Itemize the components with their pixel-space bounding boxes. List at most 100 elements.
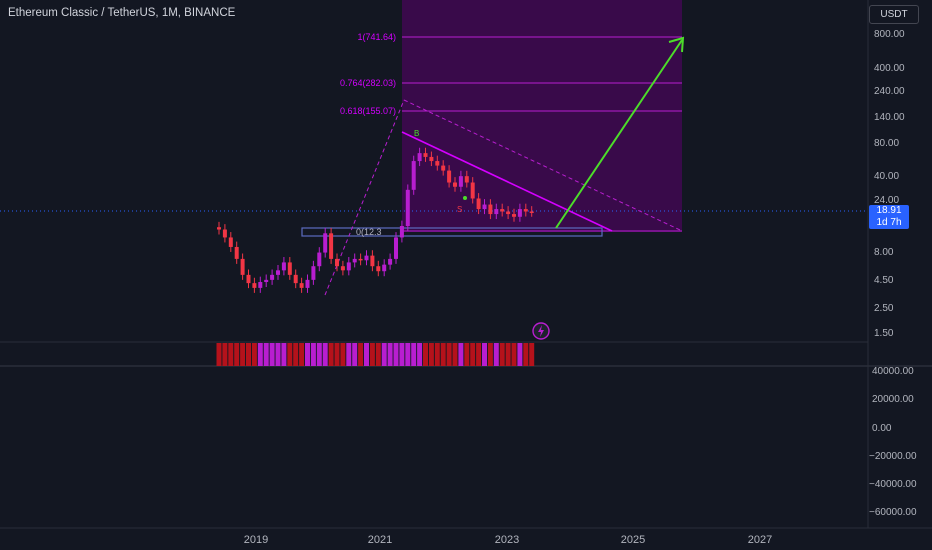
volume-bar — [417, 343, 423, 366]
marker-b: B — [414, 129, 419, 138]
volume-bar — [293, 343, 299, 366]
candle — [506, 211, 511, 215]
volume-scale[interactable]: 40000.00 20000.00 0.00 −20000.00 −40000.… — [869, 366, 917, 518]
volume-bar — [464, 343, 470, 366]
volume-bar — [228, 343, 234, 366]
volume-bar — [340, 343, 346, 366]
candle — [458, 176, 463, 187]
symbol-title[interactable]: Ethereum Classic / TetherUS, 1M, BINANCE — [8, 7, 236, 19]
volume-bar — [470, 343, 476, 366]
candle — [423, 153, 428, 157]
volume-bar — [517, 343, 523, 366]
candle — [311, 266, 316, 280]
last-price-value: 18.91 — [876, 205, 902, 216]
volume-tick: 40000.00 — [872, 366, 914, 377]
candle — [529, 211, 534, 214]
fib-label-0: 0(12.3 — [356, 227, 382, 237]
volume-bar — [434, 343, 440, 366]
volume-bar — [246, 343, 251, 366]
candle — [370, 255, 375, 267]
candle — [276, 270, 280, 275]
candle — [317, 252, 322, 267]
candle — [441, 165, 446, 171]
candle — [500, 209, 505, 212]
volume-bar — [440, 343, 446, 366]
price-tick: 4.50 — [874, 275, 894, 286]
volume-tick: −60000.00 — [869, 507, 917, 518]
candle — [264, 279, 269, 283]
volume-bars — [216, 343, 535, 366]
resistance-line — [401, 131, 613, 232]
volume-bar — [493, 343, 499, 366]
volume-bar — [369, 343, 375, 366]
volume-bar — [511, 343, 517, 366]
volume-bar — [452, 343, 458, 366]
candle — [376, 266, 381, 272]
time-tick: 2023 — [495, 534, 519, 546]
candle — [482, 204, 487, 210]
candle — [222, 229, 227, 238]
candle — [494, 209, 499, 215]
price-tick: 24.00 — [874, 195, 899, 206]
candle — [405, 189, 410, 226]
volume-bar — [505, 343, 511, 366]
candle — [382, 264, 387, 272]
volume-tick: −20000.00 — [869, 451, 917, 462]
volume-bar — [269, 343, 275, 366]
price-tick: 2.50 — [874, 303, 894, 314]
price-tick: 400.00 — [874, 63, 905, 74]
volume-bar — [299, 343, 305, 366]
candle — [364, 255, 369, 261]
volume-bar — [281, 343, 287, 366]
candle — [329, 233, 334, 259]
time-axis[interactable]: 2019 2021 2023 2025 2027 — [244, 534, 772, 546]
candle — [246, 274, 251, 284]
arrow-head — [668, 36, 685, 53]
price-tick: 240.00 — [874, 86, 905, 97]
price-tick: 80.00 — [874, 138, 899, 149]
candle — [517, 209, 522, 217]
volume-bar — [234, 343, 240, 366]
volume-bar — [529, 343, 535, 366]
volume-bar — [322, 343, 328, 366]
volume-bar — [275, 343, 281, 366]
volume-bar — [375, 343, 381, 366]
volume-bar — [287, 343, 293, 366]
volume-bar — [458, 343, 464, 366]
fib-label-1: 1(741.64) — [357, 32, 396, 42]
candle — [523, 209, 528, 212]
candle — [234, 246, 239, 259]
candle — [470, 182, 475, 199]
fib-label-0618: 0.618(155.07) — [340, 106, 396, 116]
volume-bar — [487, 343, 493, 366]
candle — [287, 262, 292, 275]
candle — [476, 198, 481, 210]
candle — [399, 225, 404, 238]
volume-bar — [240, 343, 246, 366]
volume-bar — [399, 343, 405, 366]
candle — [429, 156, 434, 162]
volume-bar — [393, 343, 399, 366]
time-tick: 2019 — [244, 534, 268, 546]
volume-bar — [423, 343, 428, 366]
candle — [435, 161, 440, 166]
candle — [258, 282, 263, 288]
volume-bar — [346, 343, 352, 366]
fib-zone — [402, 0, 682, 232]
candle — [270, 274, 275, 280]
candle — [323, 233, 328, 253]
candle — [305, 279, 310, 288]
last-price-tag: 18.91 1d 7h — [869, 205, 909, 229]
candles — [217, 147, 534, 293]
volume-bar — [476, 343, 482, 366]
marker-s: S — [457, 205, 462, 214]
price-scale[interactable]: 800.00 400.00 240.00 140.00 80.00 40.00 … — [874, 29, 905, 339]
candle — [228, 237, 233, 247]
currency-button[interactable]: USDT — [869, 5, 919, 24]
candle — [394, 237, 398, 259]
candle — [252, 283, 257, 288]
volume-bar — [411, 343, 417, 366]
volume-bar — [364, 343, 369, 366]
candle — [488, 204, 493, 215]
